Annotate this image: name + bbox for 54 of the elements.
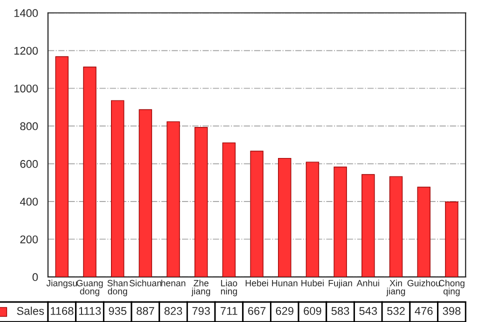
data-label: 1113 xyxy=(79,307,101,315)
x-tick-label: Guang dong xyxy=(76,280,103,296)
y-tick-label: 200 xyxy=(20,235,38,244)
data-label: 543 xyxy=(359,307,377,315)
data-label: 1168 xyxy=(50,307,74,315)
x-tick-label: Zhe jiang xyxy=(191,280,210,296)
y-tick-label: 1200 xyxy=(14,46,38,55)
y-tick-label: 800 xyxy=(20,122,38,130)
x-tick-label: Hunan xyxy=(272,280,298,286)
bar xyxy=(222,142,236,277)
data-label: 823 xyxy=(164,307,182,315)
data-label: 532 xyxy=(387,307,405,315)
x-tick-label: Fujian xyxy=(328,280,352,288)
x-tick-label: henan xyxy=(161,280,186,286)
y-tick-label: 0 xyxy=(32,273,38,282)
x-tick-label: Hebei xyxy=(246,280,268,286)
bar xyxy=(334,166,347,277)
bar xyxy=(138,109,152,277)
data-label: 793 xyxy=(192,307,210,315)
bar xyxy=(55,56,69,277)
bar xyxy=(194,127,208,277)
x-tick-label: Hubei xyxy=(301,280,324,286)
x-tick-label: Anhui xyxy=(356,280,380,286)
bar xyxy=(166,121,180,277)
data-label: 667 xyxy=(248,307,266,315)
data-label: 583 xyxy=(331,307,350,315)
data-label: 711 xyxy=(220,307,238,315)
bar xyxy=(306,162,320,277)
bar xyxy=(362,174,375,277)
x-tick-label: Guizhou xyxy=(407,280,440,286)
x-tick-label: Chong qing xyxy=(438,280,464,296)
bar xyxy=(445,202,458,277)
x-tick-label: Xin jiang xyxy=(386,280,405,296)
y-tick-label: 600 xyxy=(20,160,38,168)
x-tick-label: Shan dong xyxy=(107,280,128,296)
bar xyxy=(250,150,264,277)
data-label: 935 xyxy=(108,307,126,315)
data-label: 476 xyxy=(414,307,433,315)
bar xyxy=(110,100,124,277)
data-label: 609 xyxy=(304,307,322,315)
bar xyxy=(278,158,292,277)
legend-label: Sales xyxy=(17,306,44,315)
data-label: 629 xyxy=(276,307,294,315)
x-tick-label: Sichuan xyxy=(130,280,162,286)
y-tick-label: 1400 xyxy=(14,9,38,18)
data-label: 398 xyxy=(442,307,460,315)
bar xyxy=(389,176,403,277)
data-label: 887 xyxy=(136,307,154,315)
x-tick-label: Jiangsu xyxy=(46,280,77,288)
y-tick-label: 1000 xyxy=(14,84,38,92)
bar xyxy=(417,186,430,277)
bar xyxy=(83,66,96,277)
x-tick-label: Liao ning xyxy=(221,280,238,296)
y-tick-label: 400 xyxy=(20,198,38,206)
